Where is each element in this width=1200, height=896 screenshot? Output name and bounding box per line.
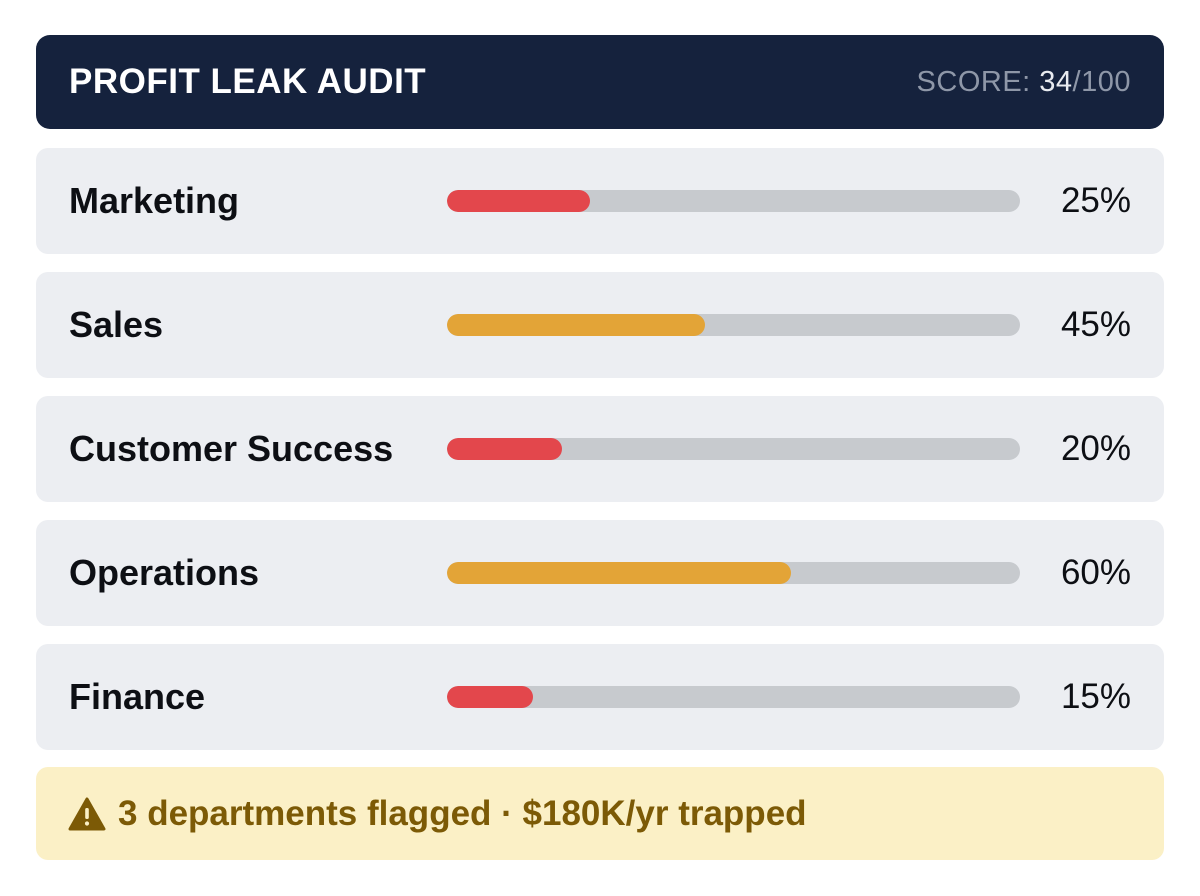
- department-row: Operations 60%: [36, 520, 1164, 626]
- progress-track: [447, 562, 1020, 584]
- score-value: 34: [1039, 65, 1073, 98]
- department-row: Marketing 25%: [36, 148, 1164, 254]
- department-percent: 20%: [1060, 429, 1131, 468]
- department-row: Customer Success 20%: [36, 396, 1164, 502]
- progress-fill: [447, 562, 791, 584]
- progress-fill: [447, 190, 591, 212]
- department-row: Finance 15%: [36, 644, 1164, 750]
- department-name: Operations: [69, 552, 260, 593]
- progress-track: [447, 190, 1020, 212]
- department-percent: 15%: [1060, 677, 1131, 716]
- score-suffix: /100: [1072, 65, 1131, 98]
- alert-text: 3 departments flagged · $180K/yr trapped: [118, 793, 807, 833]
- progress-fill: [447, 686, 533, 708]
- department-percent: 25%: [1060, 181, 1131, 220]
- progress-track: [447, 314, 1020, 336]
- department-name: Customer Success: [69, 428, 394, 469]
- audit-header: PROFIT LEAK AUDIT SCORE: 34/100: [36, 35, 1164, 129]
- page-title: PROFIT LEAK AUDIT: [69, 62, 427, 101]
- department-list: Marketing 25% Sales 45% Customer Success…: [36, 148, 1164, 768]
- progress-track: [447, 686, 1020, 708]
- department-name: Sales: [69, 304, 164, 345]
- department-row: Sales 45%: [36, 272, 1164, 378]
- department-name: Finance: [69, 676, 206, 717]
- department-percent: 60%: [1060, 553, 1131, 592]
- department-name: Marketing: [69, 180, 240, 221]
- warning-icon: [68, 797, 106, 830]
- progress-track: [447, 438, 1020, 460]
- progress-fill: [447, 438, 562, 460]
- progress-fill: [447, 314, 705, 336]
- score-readout: SCORE: 34/100: [917, 66, 1131, 99]
- score-label: SCORE:: [916, 65, 1040, 98]
- alert-banner: 3 departments flagged · $180K/yr trapped: [36, 767, 1164, 860]
- department-percent: 45%: [1060, 305, 1131, 344]
